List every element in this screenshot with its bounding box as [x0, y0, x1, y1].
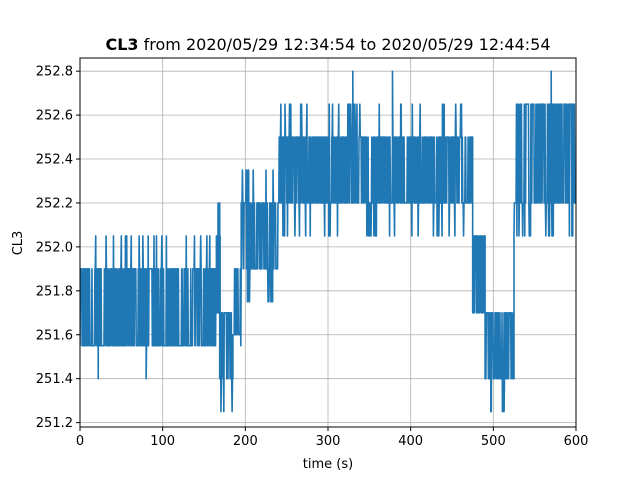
x-axis-ticks: 0 100 200 300 400 500 600: [76, 427, 589, 449]
y-tick-label: 251.4: [36, 372, 73, 387]
series-line-cl3: [80, 70, 576, 413]
chart-title-rest: from 2020/05/29 12:34:54 to 2020/05/29 1…: [139, 35, 551, 54]
y-tick-label: 251.2: [36, 416, 73, 431]
x-tick-label: 200: [233, 434, 258, 449]
x-tick-label: 300: [316, 434, 341, 449]
x-axis-label: time (s): [303, 457, 353, 472]
y-tick-label: 251.8: [36, 284, 73, 299]
series-cl3: [80, 70, 576, 413]
x-tick-label: 500: [481, 434, 506, 449]
chart-title: CL3 from 2020/05/29 12:34:54 to 2020/05/…: [105, 35, 550, 54]
x-tick-label: 100: [150, 434, 175, 449]
x-tick-label: 600: [564, 434, 589, 449]
y-axis-label: CL3: [11, 231, 26, 256]
y-tick-label: 251.6: [36, 328, 73, 343]
x-tick-label: 0: [76, 434, 84, 449]
y-tick-label: 252.0: [36, 240, 73, 255]
plot-area: [80, 70, 576, 413]
y-tick-label: 252.6: [36, 109, 73, 124]
chart-title-prefix: CL3: [105, 35, 138, 54]
y-tick-label: 252.4: [36, 153, 73, 168]
y-tick-label: 252.8: [36, 65, 73, 80]
x-tick-label: 400: [398, 434, 423, 449]
y-tick-label: 252.2: [36, 196, 73, 211]
y-axis-ticks: 251.2 251.4 251.6 251.8 252.0 252.2 252.4 252.6…: [36, 65, 80, 431]
